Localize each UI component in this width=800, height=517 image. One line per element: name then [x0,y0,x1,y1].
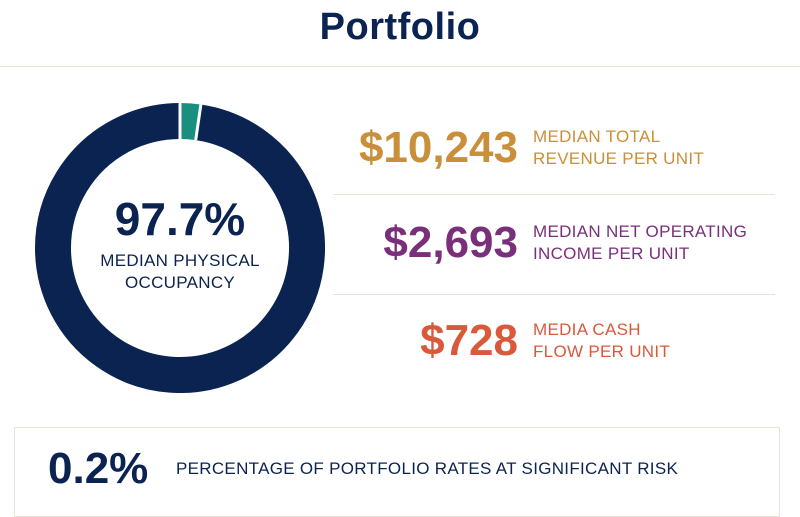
stat-revenue-value: $10,243 [358,123,518,172]
occupancy-value: 97.7% [114,193,246,245]
donut-slice-occupied [35,103,325,393]
page-title: Portfolio [319,6,481,48]
occupancy-label: MEDIAN PHYSICAL OCCUPANCY [100,250,259,294]
stat-noi: $2,693 MEDIAN NET OPERATING INCOME PER U… [330,208,775,278]
risk-label: PERCENTAGE OF PORTFOLIO RATES AT SIGNIFI… [176,459,679,478]
stat-cashflow-value: $728 [420,316,518,365]
stat-noi-label-line2: INCOME PER UNIT [533,244,690,263]
stat-cashflow-label: MEDIA CASH FLOW PER UNIT [533,306,670,376]
occupancy-label-line2: OCCUPANCY [124,273,236,292]
stat-divider [333,294,775,295]
occupancy-donut-chart: 97.7% MEDIAN PHYSICAL OCCUPANCY [35,103,325,393]
stat-divider [333,194,775,195]
stat-cashflow-label-line1: MEDIA CASH [533,320,641,339]
stat-cashflow: $728 MEDIA CASH FLOW PER UNIT [330,306,775,376]
header-divider [0,66,800,67]
donut-slice-separator [194,104,203,141]
stat-noi-label-line1: MEDIAN NET OPERATING [533,222,748,241]
stat-noi-label: MEDIAN NET OPERATING INCOME PER UNIT [533,208,747,278]
stat-revenue-label-line2: REVENUE PER UNIT [533,149,705,168]
stat-revenue-label: MEDIAN TOTAL REVENUE PER UNIT [533,113,704,183]
stat-revenue: $10,243 MEDIAN TOTAL REVENUE PER UNIT [330,113,775,183]
risk-value: 0.2% [48,444,149,493]
stat-cashflow-label-line2: FLOW PER UNIT [533,342,671,361]
stat-noi-value: $2,693 [383,218,518,267]
stat-revenue-label-line1: MEDIAN TOTAL [533,127,661,146]
donut-center: 97.7% MEDIAN PHYSICAL OCCUPANCY [35,103,325,393]
donut-svg [35,103,325,393]
occupancy-label-line1: MEDIAN PHYSICAL [100,251,260,270]
